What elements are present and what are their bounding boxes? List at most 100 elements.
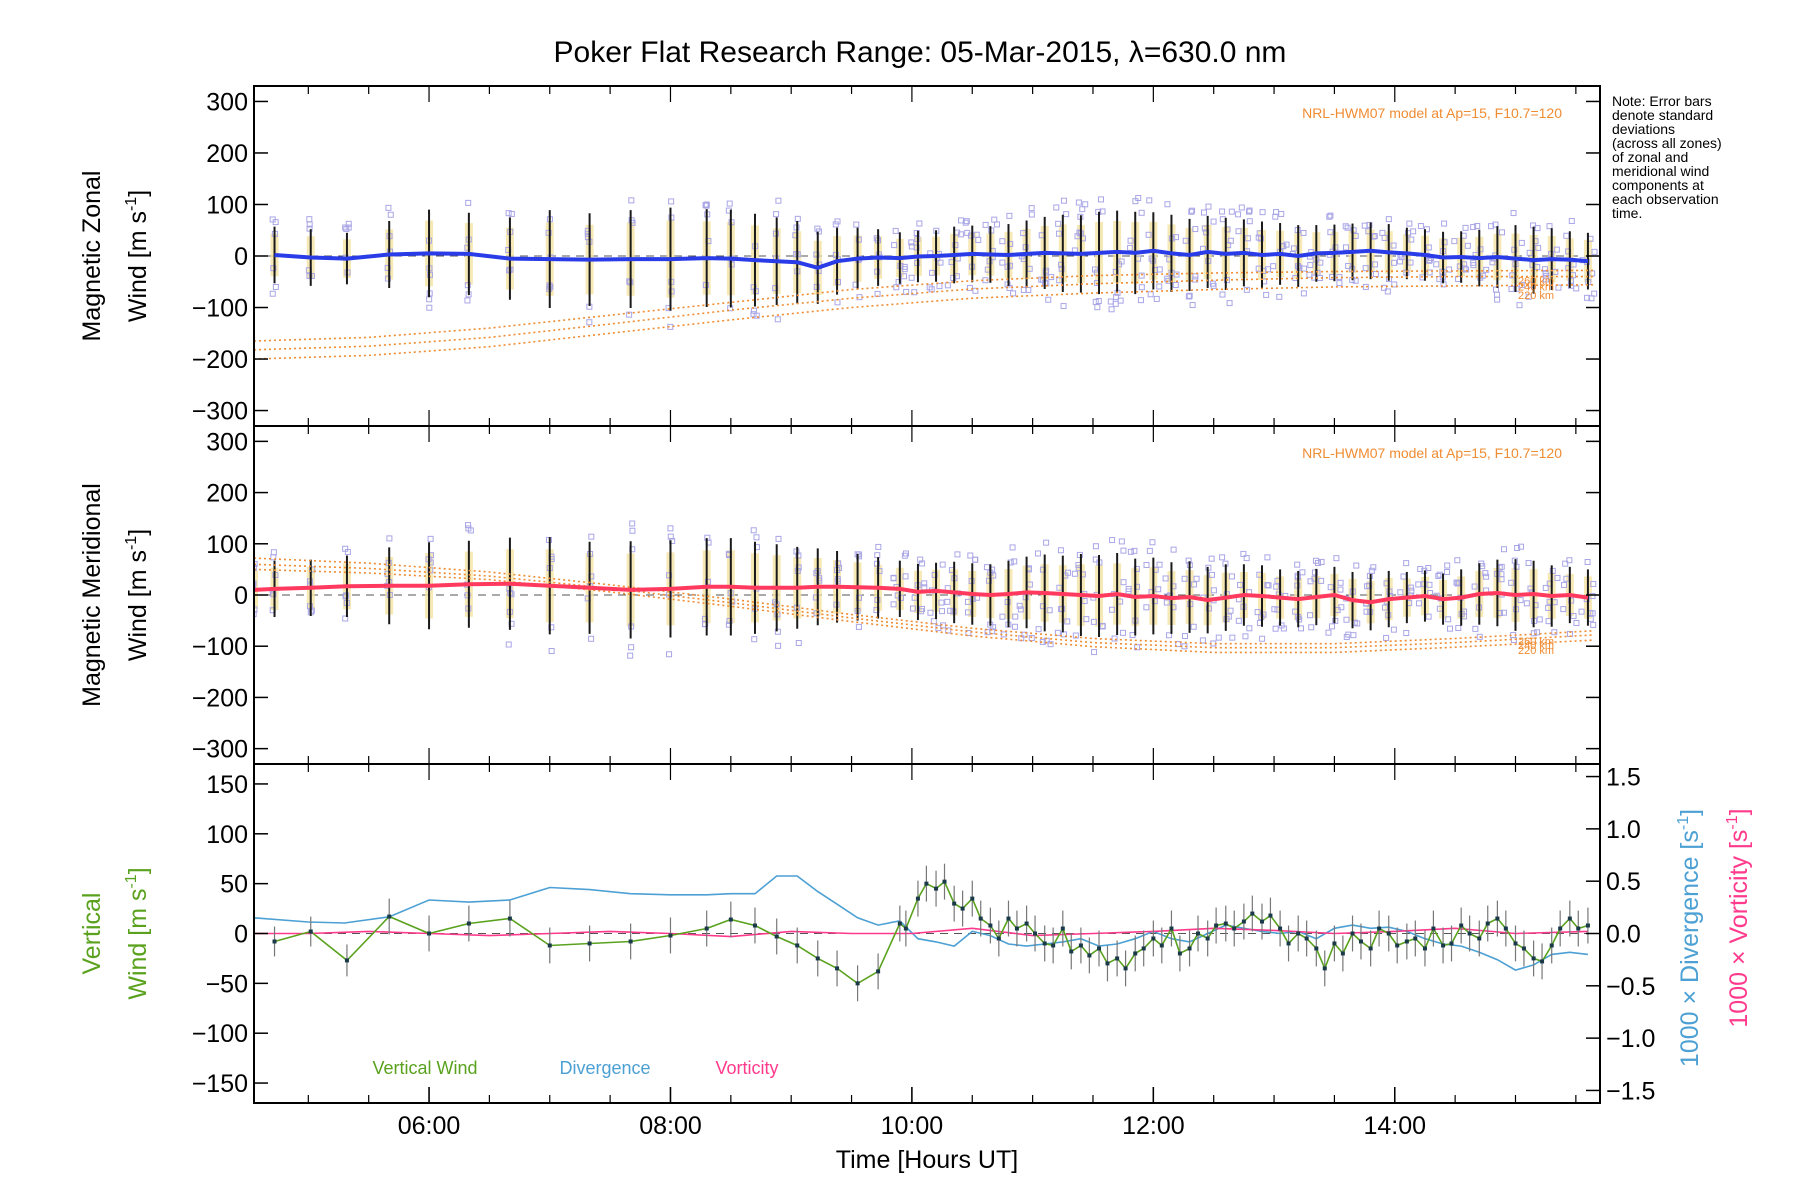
zone-wind-point bbox=[1500, 609, 1507, 616]
zone-wind-point bbox=[1006, 212, 1013, 219]
zone-wind-point bbox=[464, 592, 471, 599]
zone-wind-point bbox=[1362, 283, 1369, 290]
vertical-wind-point bbox=[308, 929, 313, 934]
zone-wind-point bbox=[1205, 605, 1212, 612]
zone-wind-point bbox=[1055, 220, 1062, 227]
zone-wind-point bbox=[1511, 246, 1518, 253]
zone-wind-point bbox=[999, 613, 1006, 620]
zone-wind-point bbox=[1181, 633, 1188, 640]
zone-wind-point bbox=[702, 202, 709, 209]
zone-wind-point bbox=[1384, 288, 1391, 295]
zone-wind-point bbox=[1163, 599, 1170, 606]
vertical-wind-point bbox=[1521, 946, 1526, 951]
zone-wind-point bbox=[1525, 293, 1532, 300]
vertical-wind-point bbox=[815, 956, 820, 961]
zone-wind-point bbox=[908, 243, 915, 250]
zone-wind-point bbox=[1525, 559, 1532, 566]
zone-wind-point bbox=[626, 311, 633, 318]
model-line-260-km bbox=[254, 557, 1595, 645]
zone-wind-point bbox=[386, 535, 393, 542]
zone-wind-point bbox=[1417, 566, 1424, 573]
vertical-wind-point bbox=[1259, 919, 1264, 924]
zone-wind-point bbox=[1317, 259, 1324, 266]
zone-wind-point bbox=[902, 573, 909, 580]
zone-wind-point bbox=[1464, 242, 1471, 249]
zone-wind-point bbox=[1153, 295, 1160, 302]
vertical-wind-point bbox=[1187, 946, 1192, 951]
vertical-wind-point bbox=[1133, 951, 1138, 956]
zone-wind-point bbox=[1534, 264, 1541, 271]
zone-wind-point bbox=[667, 525, 674, 532]
model-line-220-km bbox=[254, 284, 1595, 360]
zone-wind-point bbox=[1272, 625, 1279, 632]
zone-wind-point bbox=[1441, 220, 1448, 227]
zone-wind-point bbox=[384, 275, 391, 282]
vertical-wind-point bbox=[1459, 923, 1464, 928]
zone-wind-point bbox=[1111, 635, 1118, 642]
zone-wind-point bbox=[1407, 584, 1414, 591]
zone-wind-point bbox=[1379, 229, 1386, 236]
zone-wind-point bbox=[1190, 623, 1197, 630]
zone-wind-point bbox=[1219, 208, 1226, 215]
zone-wind-point bbox=[666, 572, 673, 579]
zone-wind-point bbox=[269, 290, 276, 297]
zone-wind-point bbox=[944, 282, 951, 289]
zone-wind-point bbox=[1181, 575, 1188, 582]
zone-wind-point bbox=[936, 283, 943, 290]
altitude-label: 220 km bbox=[1518, 290, 1554, 302]
zone-wind-point bbox=[1307, 262, 1314, 269]
note-line: deviations bbox=[1612, 121, 1675, 137]
zone-wind-point bbox=[1229, 634, 1236, 641]
y-tick-label: −200 bbox=[192, 684, 248, 712]
zone-wind-point bbox=[1492, 221, 1499, 228]
zone-wind-point bbox=[1342, 244, 1349, 251]
zone-wind-point bbox=[1028, 205, 1035, 212]
zone-wind-point bbox=[1541, 266, 1548, 273]
vertical-wind-point bbox=[1485, 921, 1490, 926]
zone-wind-point bbox=[1342, 223, 1349, 230]
zone-wind-point bbox=[1017, 606, 1024, 613]
vertical-wind-point bbox=[1558, 926, 1563, 931]
zone-wind-point bbox=[508, 210, 515, 217]
zone-wind-point bbox=[703, 201, 710, 208]
zone-wind-point bbox=[1344, 224, 1351, 231]
zone-wind-point bbox=[1294, 561, 1301, 568]
zone-wind-point bbox=[1408, 236, 1415, 243]
vertical-wind-point bbox=[344, 958, 349, 963]
zone-wind-point bbox=[1328, 623, 1335, 630]
zone-wind-point bbox=[1012, 613, 1019, 620]
vertical-wind-point bbox=[587, 941, 592, 946]
zone-wind-point bbox=[588, 635, 595, 642]
zone-wind-point bbox=[385, 204, 392, 211]
zone-wind-point bbox=[1095, 298, 1102, 305]
zone-wind-point bbox=[1182, 237, 1189, 244]
zone-wind-point bbox=[667, 533, 674, 540]
zone-wind-point bbox=[588, 533, 595, 540]
zone-wind-point bbox=[1435, 572, 1442, 579]
zone-wind-point bbox=[1011, 623, 1018, 630]
zone-wind-point bbox=[1155, 586, 1162, 593]
zone-wind-point bbox=[994, 221, 1001, 228]
vertical-wind-point bbox=[1340, 951, 1345, 956]
model-line-220-km bbox=[254, 568, 1595, 654]
vertical-wind-point bbox=[1495, 916, 1500, 921]
vertical-wind-point bbox=[1286, 941, 1291, 946]
vertical-wind-point bbox=[1268, 913, 1273, 918]
zone-wind-point bbox=[901, 273, 908, 280]
zone-wind-point bbox=[1138, 209, 1145, 216]
zone-wind-point bbox=[775, 197, 782, 204]
vertical-wind-point bbox=[1232, 926, 1237, 931]
vertical-wind-point bbox=[1477, 936, 1482, 941]
zone-wind-point bbox=[1462, 224, 1469, 231]
meridional-wind-line bbox=[254, 581, 1589, 605]
zone-wind-point bbox=[1352, 277, 1359, 284]
zone-wind-point bbox=[1072, 632, 1079, 639]
zone-wind-point bbox=[973, 231, 980, 238]
note-line: meridional wind bbox=[1612, 163, 1709, 179]
vertical-wind-point bbox=[924, 881, 929, 886]
zone-wind-point bbox=[1227, 607, 1234, 614]
vertical-wind-point bbox=[1503, 926, 1508, 931]
y-tick-label: 100 bbox=[206, 531, 248, 559]
zone-wind-point bbox=[1498, 571, 1505, 578]
zone-wind-point bbox=[1192, 273, 1199, 280]
